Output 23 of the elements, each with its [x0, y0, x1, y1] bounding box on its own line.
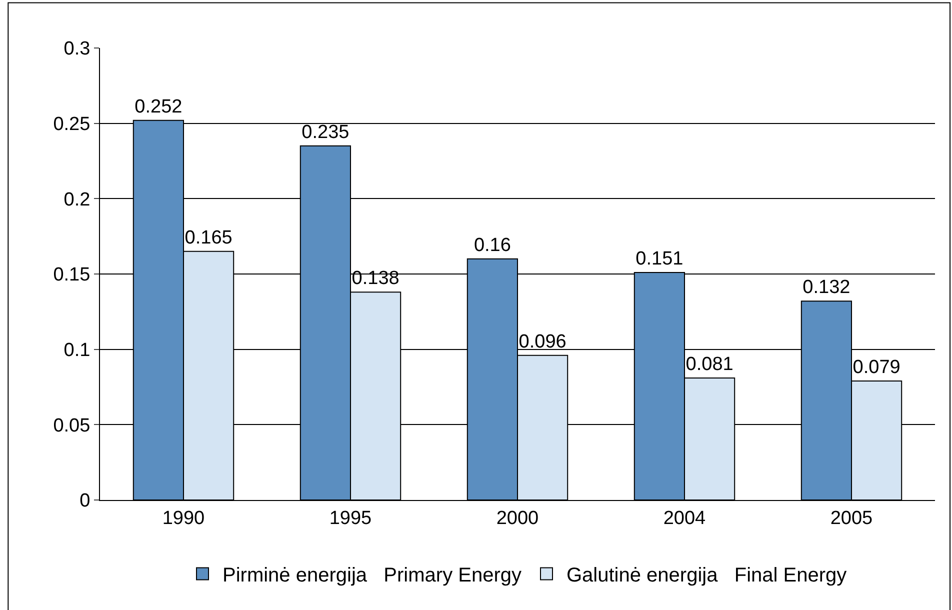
y-tick-label: 0.05 [53, 415, 90, 436]
data-label: 0.096 [518, 331, 566, 352]
y-tick-label: 0.2 [64, 189, 90, 210]
data-label: 0.235 [302, 122, 350, 143]
data-label: 0.151 [636, 248, 684, 270]
data-label: 0.165 [184, 227, 232, 248]
x-tick-label: 2004 [663, 508, 706, 529]
data-label: 0.081 [686, 354, 734, 375]
legend-label: Galutinė energija Final Energy [566, 564, 847, 587]
data-label: 0.252 [134, 96, 182, 118]
y-tick-label: 0.1 [64, 340, 90, 361]
x-tick-label: 1990 [162, 508, 205, 529]
y-tick-label: 0 [80, 490, 90, 512]
legend-label: Pirminė energija Primary Energy [222, 564, 522, 587]
data-label: 0.16 [474, 234, 511, 256]
y-tick-label: 0.3 [64, 38, 90, 60]
y-tick-label: 0.25 [53, 114, 90, 135]
data-label: 0.079 [852, 356, 900, 378]
data-label: 0.132 [802, 277, 850, 298]
x-tick-label: 2000 [496, 508, 539, 529]
x-tick-label: 2005 [830, 508, 873, 529]
x-tick-label: 1995 [329, 508, 372, 529]
y-tick-label: 0.15 [53, 264, 90, 286]
